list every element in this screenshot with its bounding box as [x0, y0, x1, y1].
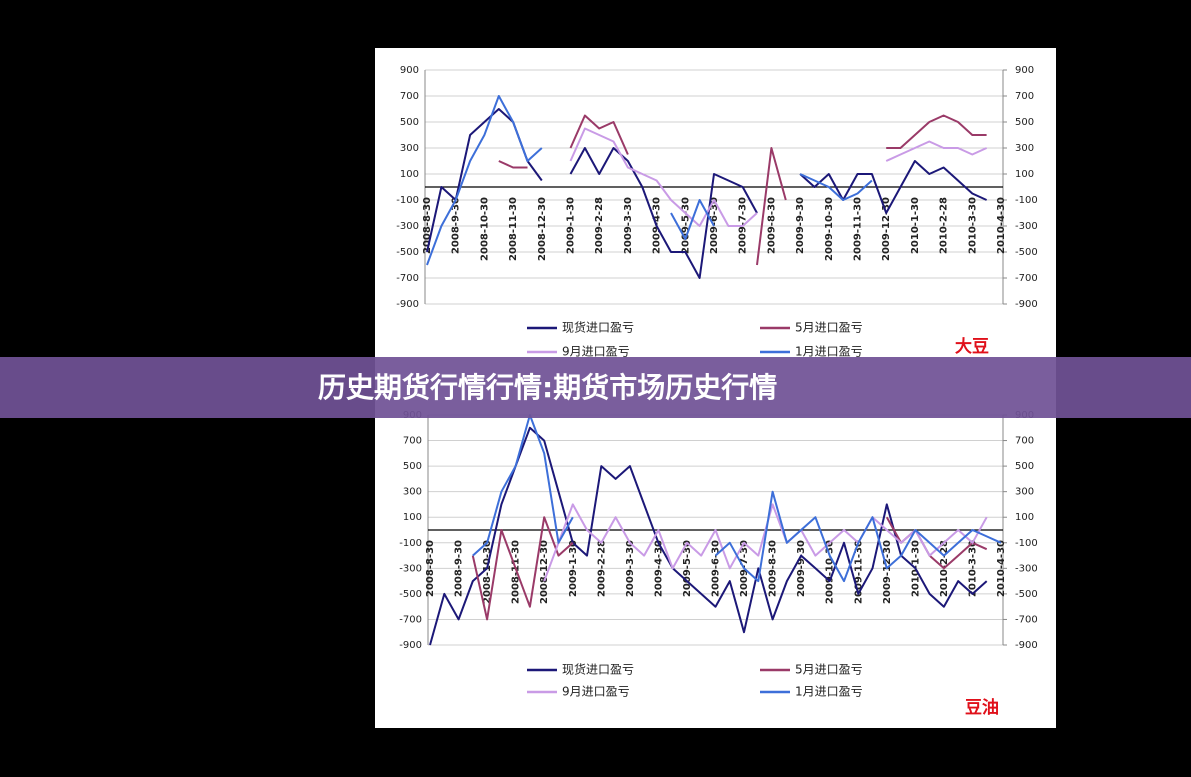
chart-annotation: 大豆 — [955, 336, 989, 357]
x-tick-label: 2010-1-30 — [910, 197, 921, 254]
x-tick-label: 2009-1-30 — [568, 540, 579, 597]
x-tick-label: 2009-2-28 — [594, 197, 605, 254]
y-tick-label: -900 — [396, 299, 419, 310]
series-line — [426, 95, 873, 266]
series-line — [472, 414, 1002, 583]
y2-tick-label: -100 — [1015, 195, 1038, 206]
y2-tick-label: -900 — [1015, 640, 1038, 651]
y-tick-label: -700 — [399, 614, 422, 625]
x-tick-label: 2008-11-30 — [508, 197, 519, 261]
x-tick-label: 2009-9-30 — [796, 540, 807, 597]
y-tick-label: -100 — [396, 195, 419, 206]
x-tick-label: 2009-3-30 — [625, 540, 636, 597]
y-tick-label: 700 — [403, 436, 422, 447]
x-tick-label: 2009-5-30 — [682, 540, 693, 597]
x-tick-label: 2010-2-28 — [939, 197, 950, 254]
x-tick-label: 2010-3-30 — [967, 540, 978, 597]
banner-title: 历史期货行情行情:期货市场历史行情 — [318, 371, 777, 404]
legend-label: 5月进口盈亏 — [795, 663, 863, 677]
x-tick-label: 2009-2-28 — [596, 540, 607, 597]
x-tick-label: 2008-12-30 — [539, 540, 550, 604]
x-tick-label: 2010-3-30 — [967, 197, 978, 254]
y2-tick-label: -300 — [1015, 563, 1038, 574]
x-tick-label: 2009-10-30 — [825, 540, 836, 604]
x-tick-label: 2010-4-30 — [996, 540, 1007, 597]
y-tick-label: -700 — [396, 273, 419, 284]
x-tick-label: 2009-4-30 — [653, 540, 664, 597]
y-tick-label: 100 — [403, 512, 422, 523]
y-tick-label: -100 — [399, 538, 422, 549]
legend-label: 现货进口盈亏 — [562, 320, 634, 335]
charts: 900 700 500 300 100 -100 -300 -500 -700 -900 900 70… — [396, 65, 1037, 718]
banner — [0, 357, 1191, 418]
x-tick-label: 2008-12-30 — [537, 197, 548, 261]
y2-tick-label: -900 — [1015, 299, 1038, 310]
x-tick-label: 2008-9-30 — [454, 540, 465, 597]
x-tick-label: 2009-11-30 — [853, 540, 864, 604]
y-tick-label: 300 — [403, 487, 422, 498]
x-tick-label: 2008-10-30 — [482, 540, 493, 604]
x-tick-label: 2009-12-30 — [881, 197, 892, 261]
x-tick-label: 2009-3-30 — [623, 197, 634, 254]
series-line — [543, 503, 988, 582]
x-tick-label: 2009-12-30 — [882, 540, 893, 604]
y2-tick-label: 300 — [1015, 487, 1034, 498]
y2-tick-label: 100 — [1015, 512, 1034, 523]
series-line — [498, 114, 987, 266]
x-tick-label: 2008-8-30 — [422, 197, 433, 254]
chart-annotation: 豆油 — [965, 697, 999, 718]
y-tick-label: -900 — [399, 640, 422, 651]
legend-label: 1月进口盈亏 — [795, 685, 863, 699]
legend-label: 现货进口盈亏 — [562, 662, 634, 677]
y2-tick-label: -500 — [1015, 589, 1038, 600]
y2-tick-label: 700 — [1015, 436, 1034, 447]
series-line — [569, 127, 988, 227]
x-tick-label: 2009-6-30 — [711, 540, 722, 597]
x-tick-label: 2008-8-30 — [425, 540, 436, 597]
y-tick-label: 500 — [403, 461, 422, 472]
x-tick-label: 2009-1-30 — [566, 197, 577, 254]
legend-label: 1月进口盈亏 — [795, 345, 863, 359]
y2-tick-label: 300 — [1015, 143, 1034, 154]
y-tick-label: -300 — [399, 563, 422, 574]
x-tick-label: 2009-9-30 — [795, 197, 806, 254]
y2-tick-label: 500 — [1015, 461, 1034, 472]
y2-tick-label: -700 — [1015, 614, 1038, 625]
x-tick-label: 2009-5-30 — [680, 197, 691, 254]
legend-label: 9月进口盈亏 — [562, 345, 630, 359]
y2-tick-label: -300 — [1015, 221, 1038, 232]
y-tick-label: 900 — [400, 65, 419, 76]
legend-label: 5月进口盈亏 — [795, 321, 863, 335]
y-tick-label: 500 — [400, 117, 419, 128]
y-tick-label: -500 — [396, 247, 419, 258]
y-tick-label: 300 — [400, 143, 419, 154]
y-tick-label: -300 — [396, 221, 419, 232]
y-tick-label: 100 — [400, 169, 419, 180]
x-tick-label: 2009-8-30 — [768, 540, 779, 597]
y2-tick-label: -100 — [1015, 538, 1038, 549]
x-tick-label: 2009-8-30 — [766, 197, 777, 254]
x-tick-label: 2008-9-30 — [451, 197, 462, 254]
y-tick-label: 700 — [400, 91, 419, 102]
x-tick-label: 2010-4-30 — [996, 197, 1007, 254]
y2-tick-label: 500 — [1015, 117, 1034, 128]
legend-label: 9月进口盈亏 — [562, 685, 630, 699]
y-tick-label: -500 — [399, 589, 422, 600]
y2-tick-label: 700 — [1015, 91, 1034, 102]
x-tick-label: 2009-10-30 — [824, 197, 835, 261]
y2-tick-label: -700 — [1015, 273, 1038, 284]
y2-tick-label: -500 — [1015, 247, 1038, 258]
x-tick-label: 2009-11-30 — [853, 197, 864, 261]
y2-tick-label: 100 — [1015, 169, 1034, 180]
x-tick-label: 2008-10-30 — [479, 197, 490, 261]
y2-tick-label: 900 — [1015, 65, 1034, 76]
